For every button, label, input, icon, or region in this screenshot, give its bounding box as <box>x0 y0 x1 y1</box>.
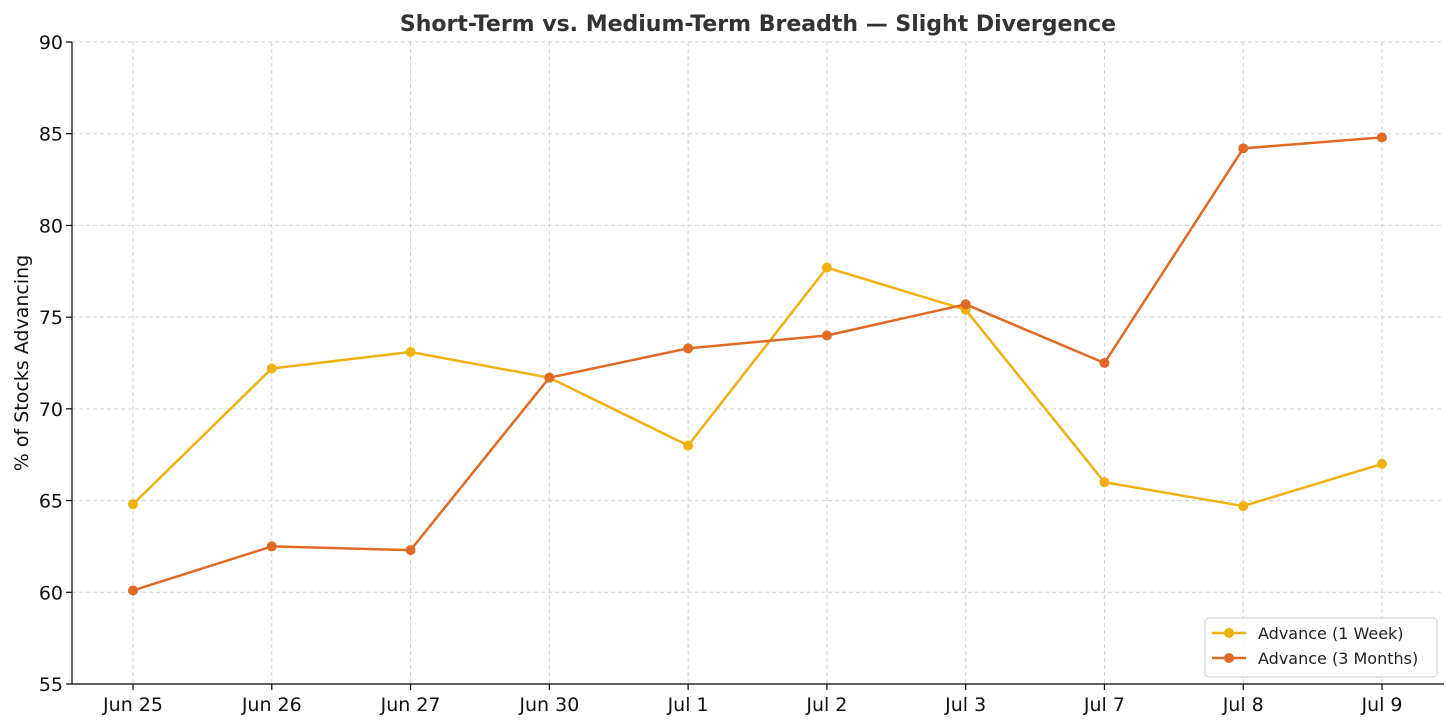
x-tick-label: Jul 2 <box>805 694 847 716</box>
legend-marker <box>1224 628 1234 638</box>
data-point <box>544 372 555 383</box>
y-tick-label: 60 <box>39 582 63 604</box>
data-point <box>960 299 971 310</box>
y-axis-label: % of Stocks Advancing <box>11 255 33 471</box>
x-tick-label: Jul 1 <box>667 694 709 716</box>
x-tick-label: Jun 25 <box>102 694 163 716</box>
x-tick-label: Jun 26 <box>241 694 302 716</box>
data-point <box>1099 358 1110 368</box>
series <box>128 132 1387 596</box>
data-point <box>405 545 416 556</box>
y-axis-ticks: 55 60 65 70 75 80 85 90 <box>39 32 72 696</box>
grid <box>72 41 1444 685</box>
legend-entry: Advance (1 Week) <box>1212 624 1404 643</box>
data-point <box>266 363 277 374</box>
data-point <box>405 346 416 357</box>
y-tick-label: 80 <box>39 215 63 237</box>
data-point <box>1238 143 1249 154</box>
data-point <box>1377 458 1387 469</box>
legend-box <box>1204 617 1438 678</box>
data-point <box>128 499 138 510</box>
y-tick-label: 65 <box>39 491 63 513</box>
data-point <box>1099 477 1110 488</box>
legend-entry: Advance (3 Months) <box>1212 649 1418 668</box>
data-point <box>1377 132 1387 143</box>
chart-title: Short-Term vs. Medium-Term Breadth — Sli… <box>400 12 1116 37</box>
legend-label: Advance (3 Months) <box>1258 649 1418 668</box>
legend-label: Advance (1 Week) <box>1258 624 1404 643</box>
y-tick-label: 75 <box>39 307 63 329</box>
series-2 <box>128 132 1387 596</box>
legend: Advance (1 Week) Advance (3 Months) <box>1204 617 1438 678</box>
legend-items: Advance (1 Week) Advance (3 Months) <box>1212 624 1418 668</box>
data-point <box>821 262 832 273</box>
x-tick-label: Jun 30 <box>518 694 579 716</box>
data-point <box>1238 501 1249 512</box>
x-axis-ticks: Jun 25 Jun 26 Jun 27 Jun 30 Jul 1 Jul 2 Jul 3 J… <box>102 684 1403 716</box>
x-tick-label: Jun 27 <box>380 694 441 716</box>
y-tick-label: 55 <box>39 674 63 696</box>
x-tick-label: Jul 7 <box>1083 694 1125 716</box>
y-tick-label: 70 <box>39 399 63 421</box>
axes-spines <box>71 42 1444 685</box>
x-tick-label: Jul 3 <box>944 694 986 716</box>
x-tick-label: Jul 9 <box>1360 694 1402 716</box>
data-point <box>128 585 138 596</box>
data-point <box>683 343 694 354</box>
y-tick-label: 90 <box>39 32 63 54</box>
y-tick-label: 85 <box>39 124 63 146</box>
data-point <box>683 440 694 451</box>
legend-marker <box>1224 653 1234 663</box>
series-line <box>132 266 1383 508</box>
series-1 <box>128 262 1387 512</box>
data-point <box>266 541 277 552</box>
data-point <box>821 330 832 341</box>
series-line <box>132 136 1383 592</box>
x-tick-label: Jul 8 <box>1222 694 1264 716</box>
